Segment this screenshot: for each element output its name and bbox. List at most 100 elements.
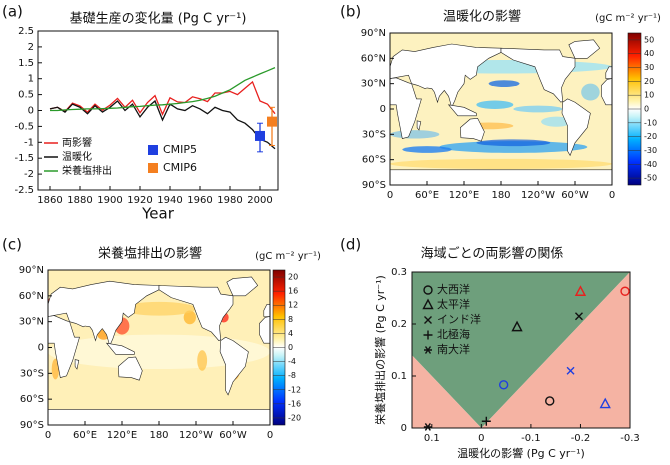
x-tick-label: 180	[149, 430, 168, 441]
land	[158, 285, 234, 341]
land	[259, 316, 270, 344]
y-tick-label: 2	[28, 42, 34, 53]
x-tick-label: 1920	[127, 195, 152, 206]
map	[48, 270, 270, 425]
x-tick-label: 1900	[97, 195, 122, 206]
legend-label: 南大洋	[437, 342, 470, 356]
point	[423, 423, 432, 431]
x-tick-label: 1940	[157, 195, 182, 206]
x-tick-label: 1960	[187, 195, 212, 206]
legend-label: CMIP5	[163, 143, 197, 156]
panel-label: (c)	[2, 236, 22, 254]
legend-symbol	[423, 285, 433, 295]
colorbar-tick-label: 0	[288, 343, 293, 352]
y-tick-label: 30°N	[19, 317, 44, 328]
y-tick-label: 60°S	[20, 394, 44, 405]
legend-label: インド洋	[437, 312, 481, 326]
series-line	[49, 80, 276, 116]
colorbar-tick-label: 20	[288, 273, 298, 282]
land	[459, 117, 485, 142]
y-tick-label: 0	[380, 104, 386, 115]
colorbar-tick-label: -30	[644, 146, 657, 155]
y-tick-label: 0.3	[391, 267, 407, 278]
colorbar-tick-label: 4	[288, 329, 293, 338]
x-tick-label: 0	[609, 190, 615, 201]
pattern	[122, 301, 196, 316]
legend-swatch	[148, 163, 158, 173]
x-tick-label: 60°E	[415, 190, 439, 201]
point	[599, 397, 611, 409]
y-tick-label: 30°N	[361, 79, 386, 90]
y-tick-label: 30°S	[362, 129, 386, 140]
point	[574, 312, 583, 321]
x-tick-label: 0	[267, 430, 273, 441]
pattern	[390, 130, 440, 139]
land	[605, 66, 612, 79]
chart-title: 海域ごとの両影響の関係	[421, 246, 564, 262]
point	[545, 396, 555, 406]
legend-label: 両影響	[62, 136, 92, 149]
y-tick-label: -1.5	[14, 153, 34, 164]
x-tick-label: 0	[387, 190, 393, 201]
colorbar-tick-label: -20	[644, 132, 657, 141]
colorbar-unit: (gC m⁻² yr⁻¹)	[255, 251, 321, 262]
legend-label: 太平洋	[437, 297, 470, 311]
y-tick-label: 0	[38, 343, 44, 354]
antarctica	[48, 409, 270, 425]
pattern	[183, 310, 196, 325]
x-tick-label: 1880	[67, 195, 92, 206]
y-axis-title: 栄養塩排出の影響 (Pg C yr⁻¹)	[373, 275, 387, 425]
land	[105, 342, 135, 355]
panel-label: (a)	[2, 3, 23, 21]
antarctica	[390, 169, 612, 185]
model-marker	[267, 116, 277, 127]
land	[390, 43, 502, 109]
colorbar-tick-label: 12	[288, 301, 298, 310]
pattern	[402, 146, 452, 153]
y-tick-label: 30°S	[20, 368, 44, 379]
point	[574, 285, 587, 296]
y-tick-label: 1	[28, 74, 34, 85]
legend-label: CMIP6	[163, 161, 197, 174]
y-tick-label: 90°S	[20, 420, 44, 431]
y-tick-label: 90°S	[362, 180, 386, 191]
series-line	[50, 67, 276, 112]
legend-symbol	[424, 346, 432, 354]
land	[117, 356, 143, 381]
colorbar-tick-label: -40	[644, 160, 657, 169]
x-tick-label: 120°W	[521, 190, 555, 201]
colorbar-tick-label: 10	[644, 91, 654, 100]
y-tick-label: -2	[24, 169, 34, 180]
pattern	[541, 116, 572, 127]
y-tick-label: 0.5	[18, 90, 34, 101]
x-tick-label: 2000	[247, 195, 272, 206]
chart-title: 基礎生産の変化量 (Pg C yr⁻¹)	[70, 11, 247, 27]
pattern	[581, 83, 600, 101]
y-tick-label: 90°N	[19, 265, 44, 276]
x-tick-label: 1980	[217, 195, 242, 206]
y-tick-label: 90°N	[361, 28, 386, 39]
x-tick-label: 60°W	[561, 190, 589, 201]
pattern	[197, 350, 208, 371]
region	[412, 272, 630, 428]
y-tick-label: 60°N	[19, 291, 44, 302]
chart-title: 温暖化の影響	[443, 9, 521, 25]
x-tick-label: 120°E	[449, 190, 479, 201]
colorbar-tick-label: 0	[644, 105, 649, 114]
land	[568, 39, 601, 59]
x-tick-label: 60°E	[73, 430, 97, 441]
legend-label: 栄養塩排出	[62, 164, 112, 177]
land	[500, 47, 576, 103]
x-tick-label: 1860	[37, 195, 62, 206]
colorbar-unit: (gC m⁻² yr⁻¹)	[595, 13, 661, 24]
y-tick-label: 2.5	[18, 26, 34, 37]
point	[620, 286, 630, 296]
x-tick-label: -0.2	[571, 433, 591, 444]
x-tick-label: 0	[45, 430, 51, 441]
legend-swatch	[148, 145, 158, 155]
land	[447, 104, 477, 117]
legend-label: 大西洋	[437, 282, 470, 296]
colorbar-tick-label: -20	[288, 413, 301, 422]
point	[511, 320, 523, 332]
